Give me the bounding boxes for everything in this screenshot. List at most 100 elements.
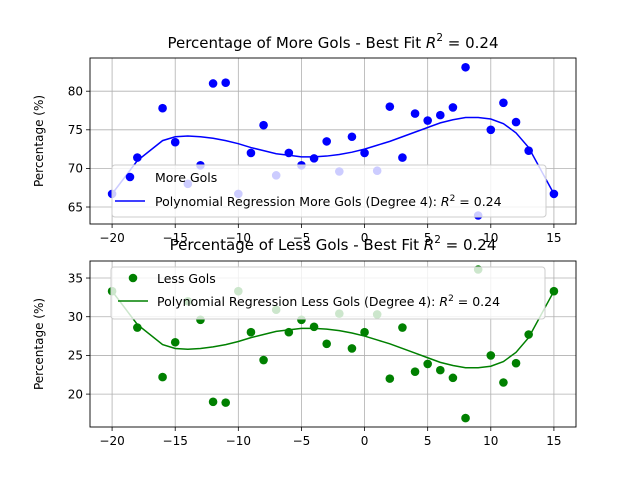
x-tick-label: 0 bbox=[361, 434, 369, 448]
legend-marker-points bbox=[128, 273, 138, 283]
data-point bbox=[448, 103, 458, 112]
data-point bbox=[549, 286, 559, 296]
fit-line bbox=[111, 290, 555, 369]
legend-box bbox=[111, 164, 547, 218]
data-point bbox=[385, 102, 395, 111]
axes-frame bbox=[89, 57, 577, 225]
legend: More Gols Polynomial Regression More Gols… bbox=[111, 164, 547, 218]
axes-frame bbox=[89, 260, 577, 428]
data-point bbox=[448, 373, 458, 383]
chart-title: Percentage of More Gols - Best Fit R2 = … bbox=[167, 32, 498, 52]
data-point bbox=[360, 148, 369, 158]
data-point bbox=[423, 116, 432, 125]
data-point bbox=[170, 337, 180, 347]
x-tick-label: 10 bbox=[483, 231, 498, 245]
x-tick-label: −15 bbox=[163, 434, 188, 448]
data-point bbox=[499, 378, 508, 387]
data-point bbox=[549, 189, 559, 199]
x-tick-label: 5 bbox=[424, 231, 432, 245]
legend-fit-sup: 2 bbox=[450, 194, 456, 204]
data-point bbox=[410, 367, 420, 376]
data-point bbox=[486, 125, 496, 135]
x-tick-label: 15 bbox=[546, 231, 561, 245]
y-tick-label: 25 bbox=[68, 349, 83, 363]
title-sup: 2 bbox=[436, 32, 443, 44]
data-point bbox=[511, 358, 521, 368]
data-point bbox=[246, 148, 256, 158]
data-point bbox=[284, 327, 294, 337]
data-point bbox=[524, 330, 533, 339]
data-point bbox=[347, 344, 357, 353]
x-tick-label: −5 bbox=[293, 434, 311, 448]
y-axis-label: Percentage (%) bbox=[32, 298, 46, 390]
y-tick-label: 30 bbox=[68, 310, 83, 324]
x-tick-label: −15 bbox=[163, 231, 188, 245]
title-text: Percentage of More Gols - Best Fit bbox=[167, 34, 425, 52]
data-point bbox=[133, 153, 142, 162]
title-r: R bbox=[424, 236, 434, 254]
data-point bbox=[221, 78, 230, 88]
title-sup: 2 bbox=[434, 234, 441, 246]
data-point bbox=[461, 62, 470, 72]
y-tick-label: 35 bbox=[68, 271, 83, 285]
y-axis-label: Percentage (%) bbox=[32, 95, 46, 187]
data-point bbox=[259, 120, 268, 130]
x-tick-label: 5 bbox=[424, 434, 432, 448]
subplot-1: More Gols Polynomial Regression More Gols… bbox=[32, 32, 577, 245]
data-point bbox=[208, 397, 218, 407]
data-point bbox=[246, 327, 256, 337]
data-point bbox=[347, 132, 357, 142]
y-tick-label: 20 bbox=[68, 387, 83, 401]
data-point bbox=[322, 137, 331, 146]
title-text: Percentage of Less Gols - Best Fit bbox=[170, 236, 424, 254]
data-point bbox=[158, 103, 167, 113]
title-tail: = 0.24 bbox=[441, 236, 497, 254]
data-point bbox=[322, 339, 331, 349]
data-point bbox=[511, 117, 521, 127]
data-point bbox=[486, 351, 496, 360]
data-point bbox=[208, 79, 218, 88]
fit-line bbox=[111, 116, 555, 195]
x-tick-label: −10 bbox=[226, 434, 251, 448]
legend-label-fit: Polynomial Regression Less Gols (Degree … bbox=[157, 294, 500, 309]
subplot-2: Less Gols Polynomial Regression Less Gols… bbox=[32, 234, 577, 448]
data-point bbox=[158, 372, 167, 382]
data-point bbox=[436, 110, 445, 120]
data-point bbox=[133, 323, 142, 332]
legend-fit-tail: = 0.24 bbox=[454, 294, 500, 309]
y-tick-label: 70 bbox=[68, 162, 83, 176]
data-point bbox=[423, 359, 432, 369]
legend-box bbox=[110, 266, 546, 320]
legend-label-points: More Gols bbox=[155, 170, 217, 185]
legend-label-fit: Polynomial Regression More Gols (Degree … bbox=[155, 194, 502, 209]
data-point bbox=[410, 109, 420, 118]
y-tick-label: 65 bbox=[68, 200, 83, 214]
x-tick-label: −20 bbox=[99, 434, 124, 448]
x-tick-label: 0 bbox=[361, 231, 369, 245]
data-point bbox=[436, 365, 445, 375]
x-tick-label: 15 bbox=[546, 434, 561, 448]
data-point bbox=[221, 398, 230, 407]
title-r: R bbox=[426, 34, 436, 52]
title-tail: = 0.24 bbox=[443, 34, 499, 52]
data-point bbox=[398, 153, 407, 162]
data-point bbox=[170, 137, 180, 147]
y-tick-label: 75 bbox=[68, 123, 83, 137]
x-tick-label: −20 bbox=[99, 231, 124, 245]
legend-fit-text: Polynomial Regression More Gols (Degree … bbox=[155, 194, 441, 209]
x-tick-label: −10 bbox=[226, 231, 251, 245]
data-point bbox=[309, 154, 319, 163]
data-point bbox=[284, 148, 294, 158]
x-tick-label: 10 bbox=[483, 434, 498, 448]
data-point bbox=[398, 323, 407, 332]
data-point bbox=[524, 146, 533, 155]
legend-fit-r: R bbox=[441, 194, 450, 209]
legend-marker-points bbox=[125, 172, 135, 182]
data-point bbox=[385, 374, 395, 383]
data-point bbox=[259, 355, 268, 365]
x-tick-label: −5 bbox=[293, 231, 311, 245]
legend-label-points: Less Gols bbox=[157, 271, 216, 286]
y-tick-label: 80 bbox=[68, 85, 83, 99]
legend-fit-text: Polynomial Regression Less Gols (Degree … bbox=[157, 294, 439, 309]
